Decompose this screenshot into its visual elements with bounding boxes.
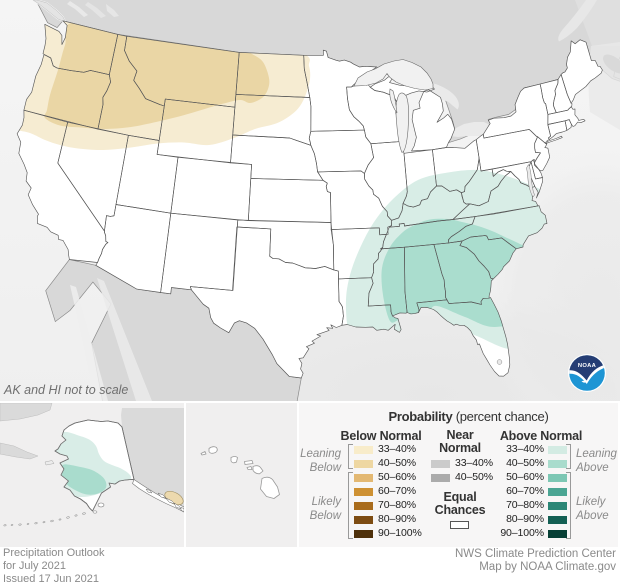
svg-text:AK and HI not to scale: AK and HI not to scale [3,383,128,397]
svg-text:NOAA: NOAA [578,363,597,369]
